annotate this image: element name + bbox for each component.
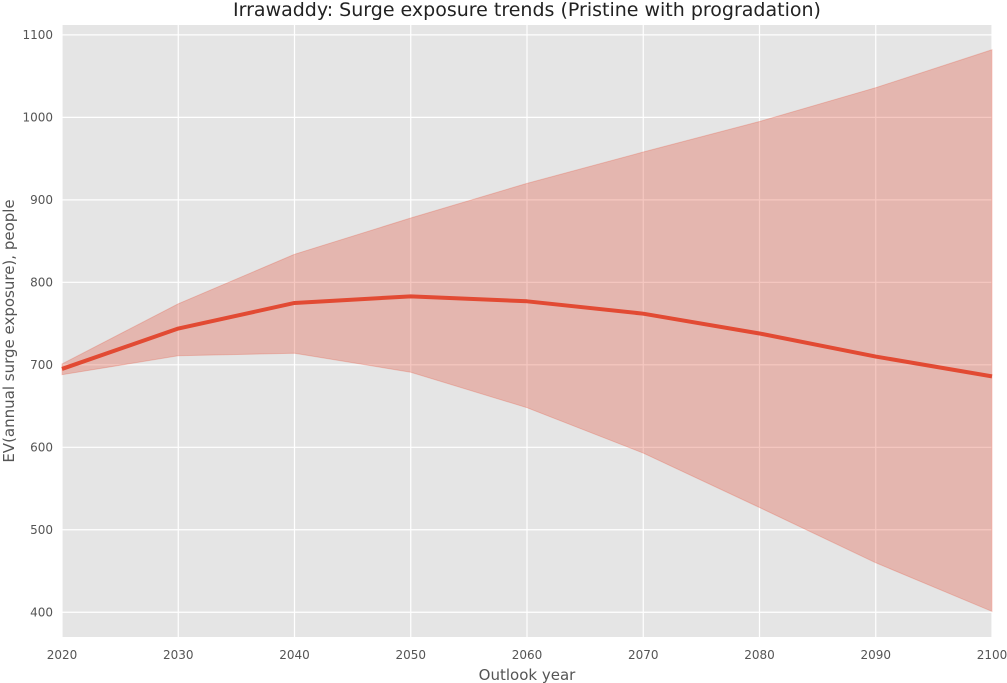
- x-tick-label: 2040: [279, 648, 310, 662]
- y-tick-label: 800: [30, 275, 53, 289]
- x-tick-label: 2100: [977, 648, 1007, 662]
- y-tick-label: 1100: [22, 28, 53, 42]
- y-tick-labels: 400 500 600 700 800 900 1000 1100: [22, 28, 53, 619]
- y-tick-label: 1000: [22, 110, 53, 124]
- x-tick-label: 2080: [744, 648, 775, 662]
- x-tick-labels: 2020 2030 2040 2050 2060 2070 2080 2090 2100: [47, 648, 1007, 662]
- x-tick-label: 2090: [860, 648, 891, 662]
- uncertainty-band: [61, 49, 993, 613]
- grid-lines: [61, 25, 993, 637]
- chart-title: Irrawaddy: Surge exposure trends (Pristi…: [233, 0, 821, 21]
- y-tick-label: 900: [30, 193, 53, 207]
- y-axis-label: EV(annual surge exposure), people: [0, 199, 18, 462]
- series-line: [61, 294, 993, 379]
- y-tick-label: 500: [30, 523, 53, 537]
- y-tick-label: 400: [30, 605, 53, 619]
- x-tick-label: 2020: [47, 648, 78, 662]
- y-tick-label: 600: [30, 440, 53, 454]
- x-tick-label: 2070: [628, 648, 659, 662]
- x-tick-label: 2050: [395, 648, 426, 662]
- x-tick-label: 2030: [163, 648, 194, 662]
- x-axis-label: Outlook year: [479, 666, 576, 683]
- x-tick-label: 2060: [512, 648, 543, 662]
- y-tick-label: 700: [30, 358, 53, 372]
